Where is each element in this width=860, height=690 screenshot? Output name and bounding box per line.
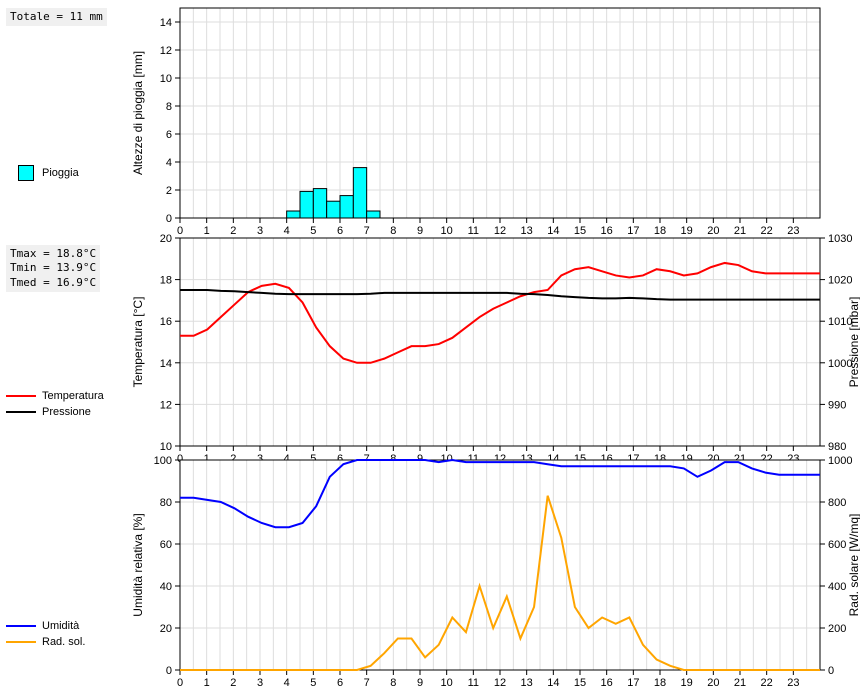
humidity-rad-chart: 0204060801000200400600800100001234567891… bbox=[131, 455, 860, 689]
svg-text:7: 7 bbox=[364, 677, 370, 689]
svg-text:17: 17 bbox=[627, 677, 639, 689]
svg-text:12: 12 bbox=[160, 399, 172, 411]
svg-text:Rad. solare [W/mq]: Rad. solare [W/mq] bbox=[847, 514, 860, 617]
svg-text:17: 17 bbox=[627, 225, 639, 237]
svg-text:6: 6 bbox=[166, 129, 172, 141]
svg-text:22: 22 bbox=[761, 677, 773, 689]
charts-svg: 0246810121401234567891011121314151617181… bbox=[0, 0, 860, 690]
legend-pressione: Pressione bbox=[6, 406, 91, 418]
svg-text:0: 0 bbox=[166, 213, 172, 225]
svg-text:18: 18 bbox=[160, 275, 172, 287]
svg-text:12: 12 bbox=[494, 225, 506, 237]
svg-text:4: 4 bbox=[284, 677, 290, 689]
svg-text:1000: 1000 bbox=[828, 455, 852, 467]
svg-text:15: 15 bbox=[574, 225, 586, 237]
legend-umidit: Umidità bbox=[6, 620, 79, 632]
svg-text:0: 0 bbox=[828, 665, 834, 677]
svg-text:20: 20 bbox=[707, 677, 719, 689]
svg-text:600: 600 bbox=[828, 539, 846, 551]
svg-text:Temperatura [°C]: Temperatura [°C] bbox=[131, 297, 145, 388]
svg-text:9: 9 bbox=[417, 225, 423, 237]
svg-text:2: 2 bbox=[230, 225, 236, 237]
svg-text:22: 22 bbox=[761, 225, 773, 237]
svg-text:200: 200 bbox=[828, 623, 846, 635]
svg-text:16: 16 bbox=[601, 677, 613, 689]
svg-text:8: 8 bbox=[390, 677, 396, 689]
svg-text:21: 21 bbox=[734, 225, 746, 237]
svg-text:40: 40 bbox=[160, 581, 172, 593]
svg-text:12: 12 bbox=[160, 45, 172, 57]
svg-text:990: 990 bbox=[828, 399, 846, 411]
svg-text:5: 5 bbox=[310, 225, 316, 237]
svg-text:14: 14 bbox=[160, 358, 172, 370]
temp-pressure-chart: 1012141618209809901000101010201030012345… bbox=[131, 233, 860, 465]
svg-text:100: 100 bbox=[154, 455, 172, 467]
svg-text:400: 400 bbox=[828, 581, 846, 593]
svg-text:23: 23 bbox=[787, 225, 799, 237]
svg-text:980: 980 bbox=[828, 441, 846, 453]
svg-text:3: 3 bbox=[257, 225, 263, 237]
svg-text:14: 14 bbox=[160, 17, 172, 29]
svg-text:60: 60 bbox=[160, 539, 172, 551]
svg-text:21: 21 bbox=[734, 677, 746, 689]
svg-text:1: 1 bbox=[204, 677, 210, 689]
svg-text:8: 8 bbox=[390, 225, 396, 237]
rain-chart: 0246810121401234567891011121314151617181… bbox=[131, 8, 820, 237]
svg-text:4: 4 bbox=[166, 157, 172, 169]
legend-radsol: Rad. sol. bbox=[6, 636, 85, 648]
svg-text:6: 6 bbox=[337, 225, 343, 237]
svg-text:19: 19 bbox=[681, 677, 693, 689]
svg-text:20: 20 bbox=[707, 225, 719, 237]
svg-text:12: 12 bbox=[494, 677, 506, 689]
svg-text:Pressione [mbar]: Pressione [mbar] bbox=[847, 297, 860, 388]
svg-text:10: 10 bbox=[441, 677, 453, 689]
svg-text:0: 0 bbox=[177, 225, 183, 237]
svg-text:18: 18 bbox=[654, 225, 666, 237]
svg-text:800: 800 bbox=[828, 497, 846, 509]
svg-text:20: 20 bbox=[160, 623, 172, 635]
svg-text:10: 10 bbox=[160, 441, 172, 453]
svg-text:20: 20 bbox=[160, 233, 172, 245]
svg-text:4: 4 bbox=[284, 225, 290, 237]
svg-text:19: 19 bbox=[681, 225, 693, 237]
svg-text:3: 3 bbox=[257, 677, 263, 689]
svg-text:18: 18 bbox=[654, 677, 666, 689]
svg-text:23: 23 bbox=[787, 677, 799, 689]
svg-text:Umidità relativa [%]: Umidità relativa [%] bbox=[131, 513, 145, 616]
svg-text:0: 0 bbox=[177, 677, 183, 689]
svg-text:1020: 1020 bbox=[828, 275, 852, 287]
svg-text:2: 2 bbox=[230, 677, 236, 689]
svg-text:8: 8 bbox=[166, 101, 172, 113]
svg-text:14: 14 bbox=[547, 677, 559, 689]
legend-temperatura: Temperatura bbox=[6, 390, 104, 402]
legend-pioggia: Pioggia bbox=[18, 165, 79, 181]
svg-text:14: 14 bbox=[547, 225, 559, 237]
svg-text:10: 10 bbox=[441, 225, 453, 237]
svg-text:0: 0 bbox=[166, 665, 172, 677]
svg-text:1: 1 bbox=[204, 225, 210, 237]
svg-text:7: 7 bbox=[364, 225, 370, 237]
svg-text:13: 13 bbox=[521, 225, 533, 237]
svg-text:9: 9 bbox=[417, 677, 423, 689]
svg-text:11: 11 bbox=[468, 677, 479, 689]
svg-text:16: 16 bbox=[601, 225, 613, 237]
info-totale: Totale = 11 mm bbox=[6, 8, 107, 26]
svg-text:80: 80 bbox=[160, 497, 172, 509]
svg-text:15: 15 bbox=[574, 677, 586, 689]
info-temp: Tmax = 18.8°CTmin = 13.9°CTmed = 16.9°C bbox=[6, 245, 100, 292]
svg-text:5: 5 bbox=[310, 677, 316, 689]
svg-text:16: 16 bbox=[160, 316, 172, 328]
svg-text:Altezze di pioggia [mm]: Altezze di pioggia [mm] bbox=[131, 51, 145, 175]
svg-text:6: 6 bbox=[337, 677, 343, 689]
svg-text:11: 11 bbox=[468, 225, 479, 237]
svg-text:1030: 1030 bbox=[828, 233, 852, 245]
svg-text:13: 13 bbox=[521, 677, 533, 689]
svg-text:2: 2 bbox=[166, 185, 172, 197]
svg-text:10: 10 bbox=[160, 73, 172, 85]
